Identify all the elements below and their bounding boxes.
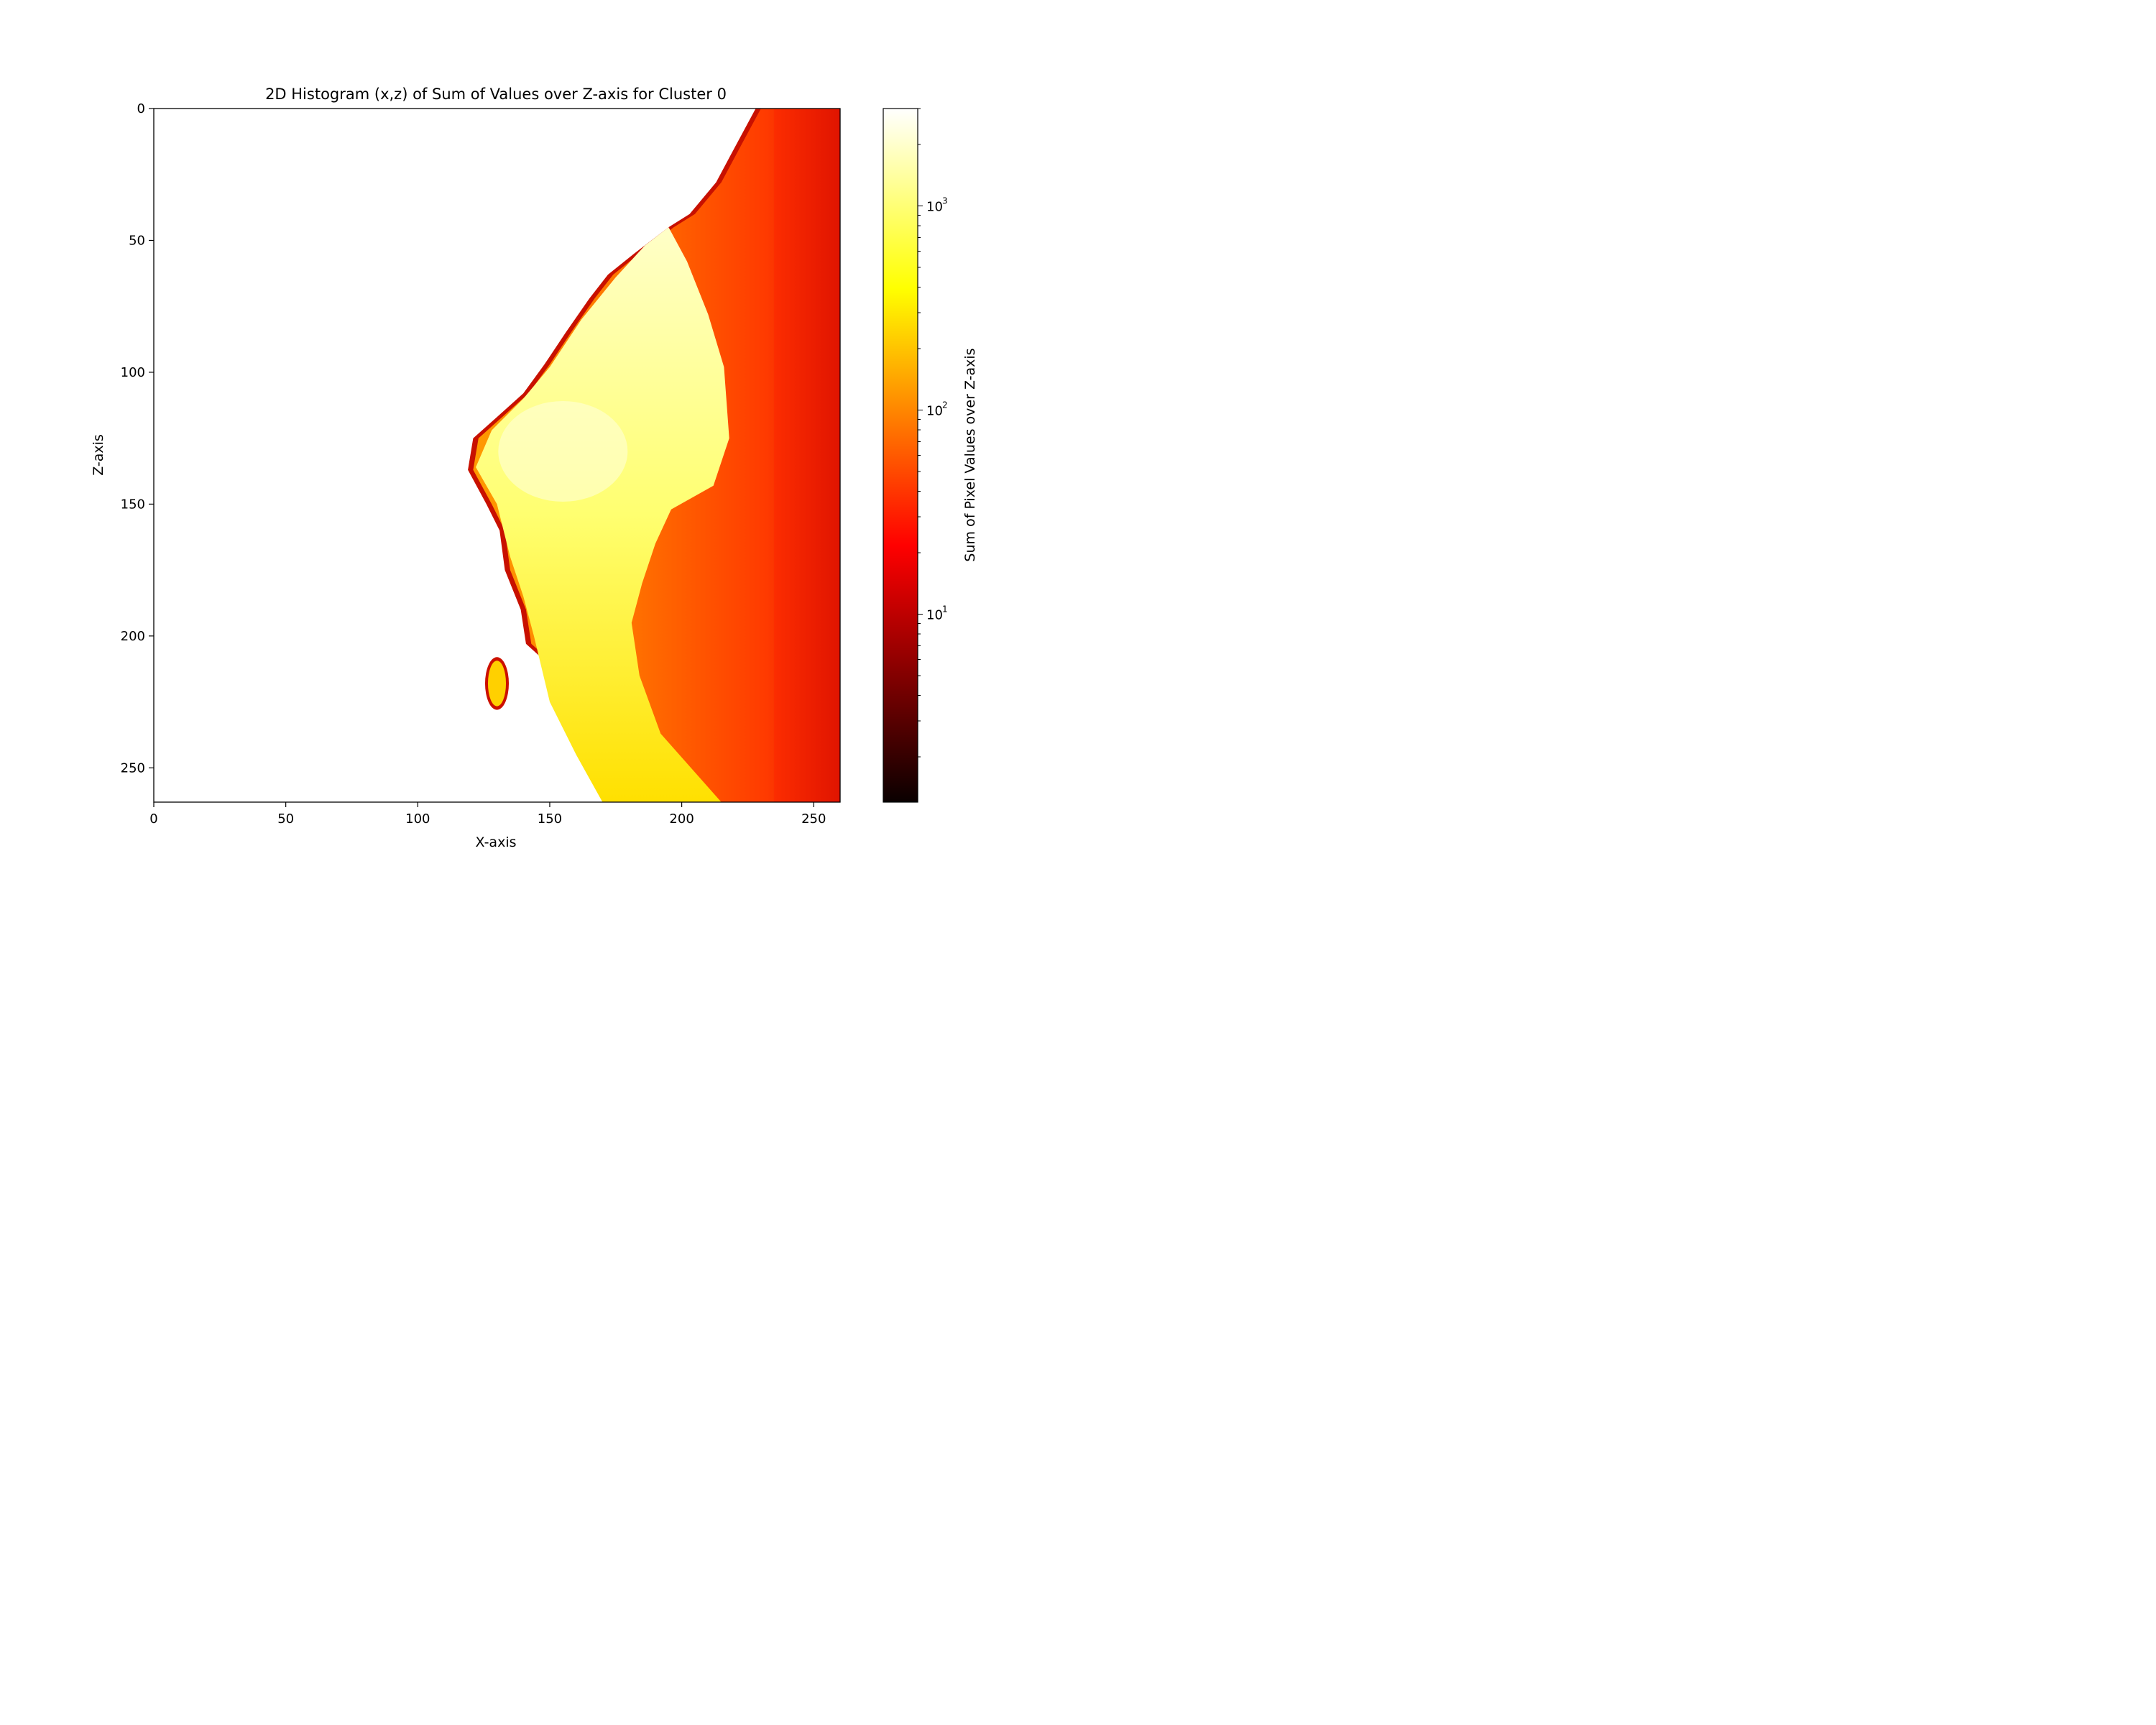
region-small-blob — [487, 661, 507, 707]
x-tick-label: 100 — [405, 811, 430, 827]
x-tick-label: 50 — [277, 811, 294, 827]
y-tick-label: 100 — [121, 365, 145, 380]
colorbar-tick-label: 10 — [926, 200, 943, 215]
region-highlight — [498, 400, 628, 502]
colorbar-tick-label: 10 — [926, 607, 943, 622]
colorbar — [883, 108, 918, 803]
y-tick-label: 0 — [137, 101, 145, 116]
chart-title: 2D Histogram (x,z) of Sum of Values over… — [265, 86, 727, 103]
region-right-band — [774, 109, 840, 802]
plot-frame — [153, 108, 841, 803]
x-tick-label: 200 — [669, 811, 694, 827]
x-tick-label: 150 — [538, 811, 562, 827]
colorbar-tick-exponent: 2 — [942, 400, 948, 410]
heatmap-image — [468, 109, 840, 802]
y-tick-label: 200 — [121, 629, 145, 644]
colorbar-tick-exponent: 3 — [942, 196, 948, 206]
x-axis-ticks: 0 50 100 150 200 250 — [149, 802, 826, 827]
x-tick-label: 250 — [801, 811, 826, 827]
y-tick-label: 50 — [129, 233, 145, 248]
y-axis-ticks: 0 50 100 150 200 250 — [121, 101, 154, 776]
y-tick-label: 150 — [121, 497, 145, 512]
colorbar-label: Sum of Pixel Values over Z-axis — [962, 348, 978, 561]
colorbar-tick-exponent: 1 — [942, 604, 948, 614]
x-tick-label: 0 — [149, 811, 157, 827]
x-axis-label: X-axis — [476, 834, 517, 850]
y-tick-label: 250 — [121, 760, 145, 776]
region-bright-core — [476, 227, 729, 802]
y-axis-label: Z-axis — [91, 434, 106, 476]
histogram-chart: 2D Histogram (x,z) of Sum of Values over… — [91, 86, 978, 850]
colorbar-tick-label: 10 — [926, 403, 943, 418]
